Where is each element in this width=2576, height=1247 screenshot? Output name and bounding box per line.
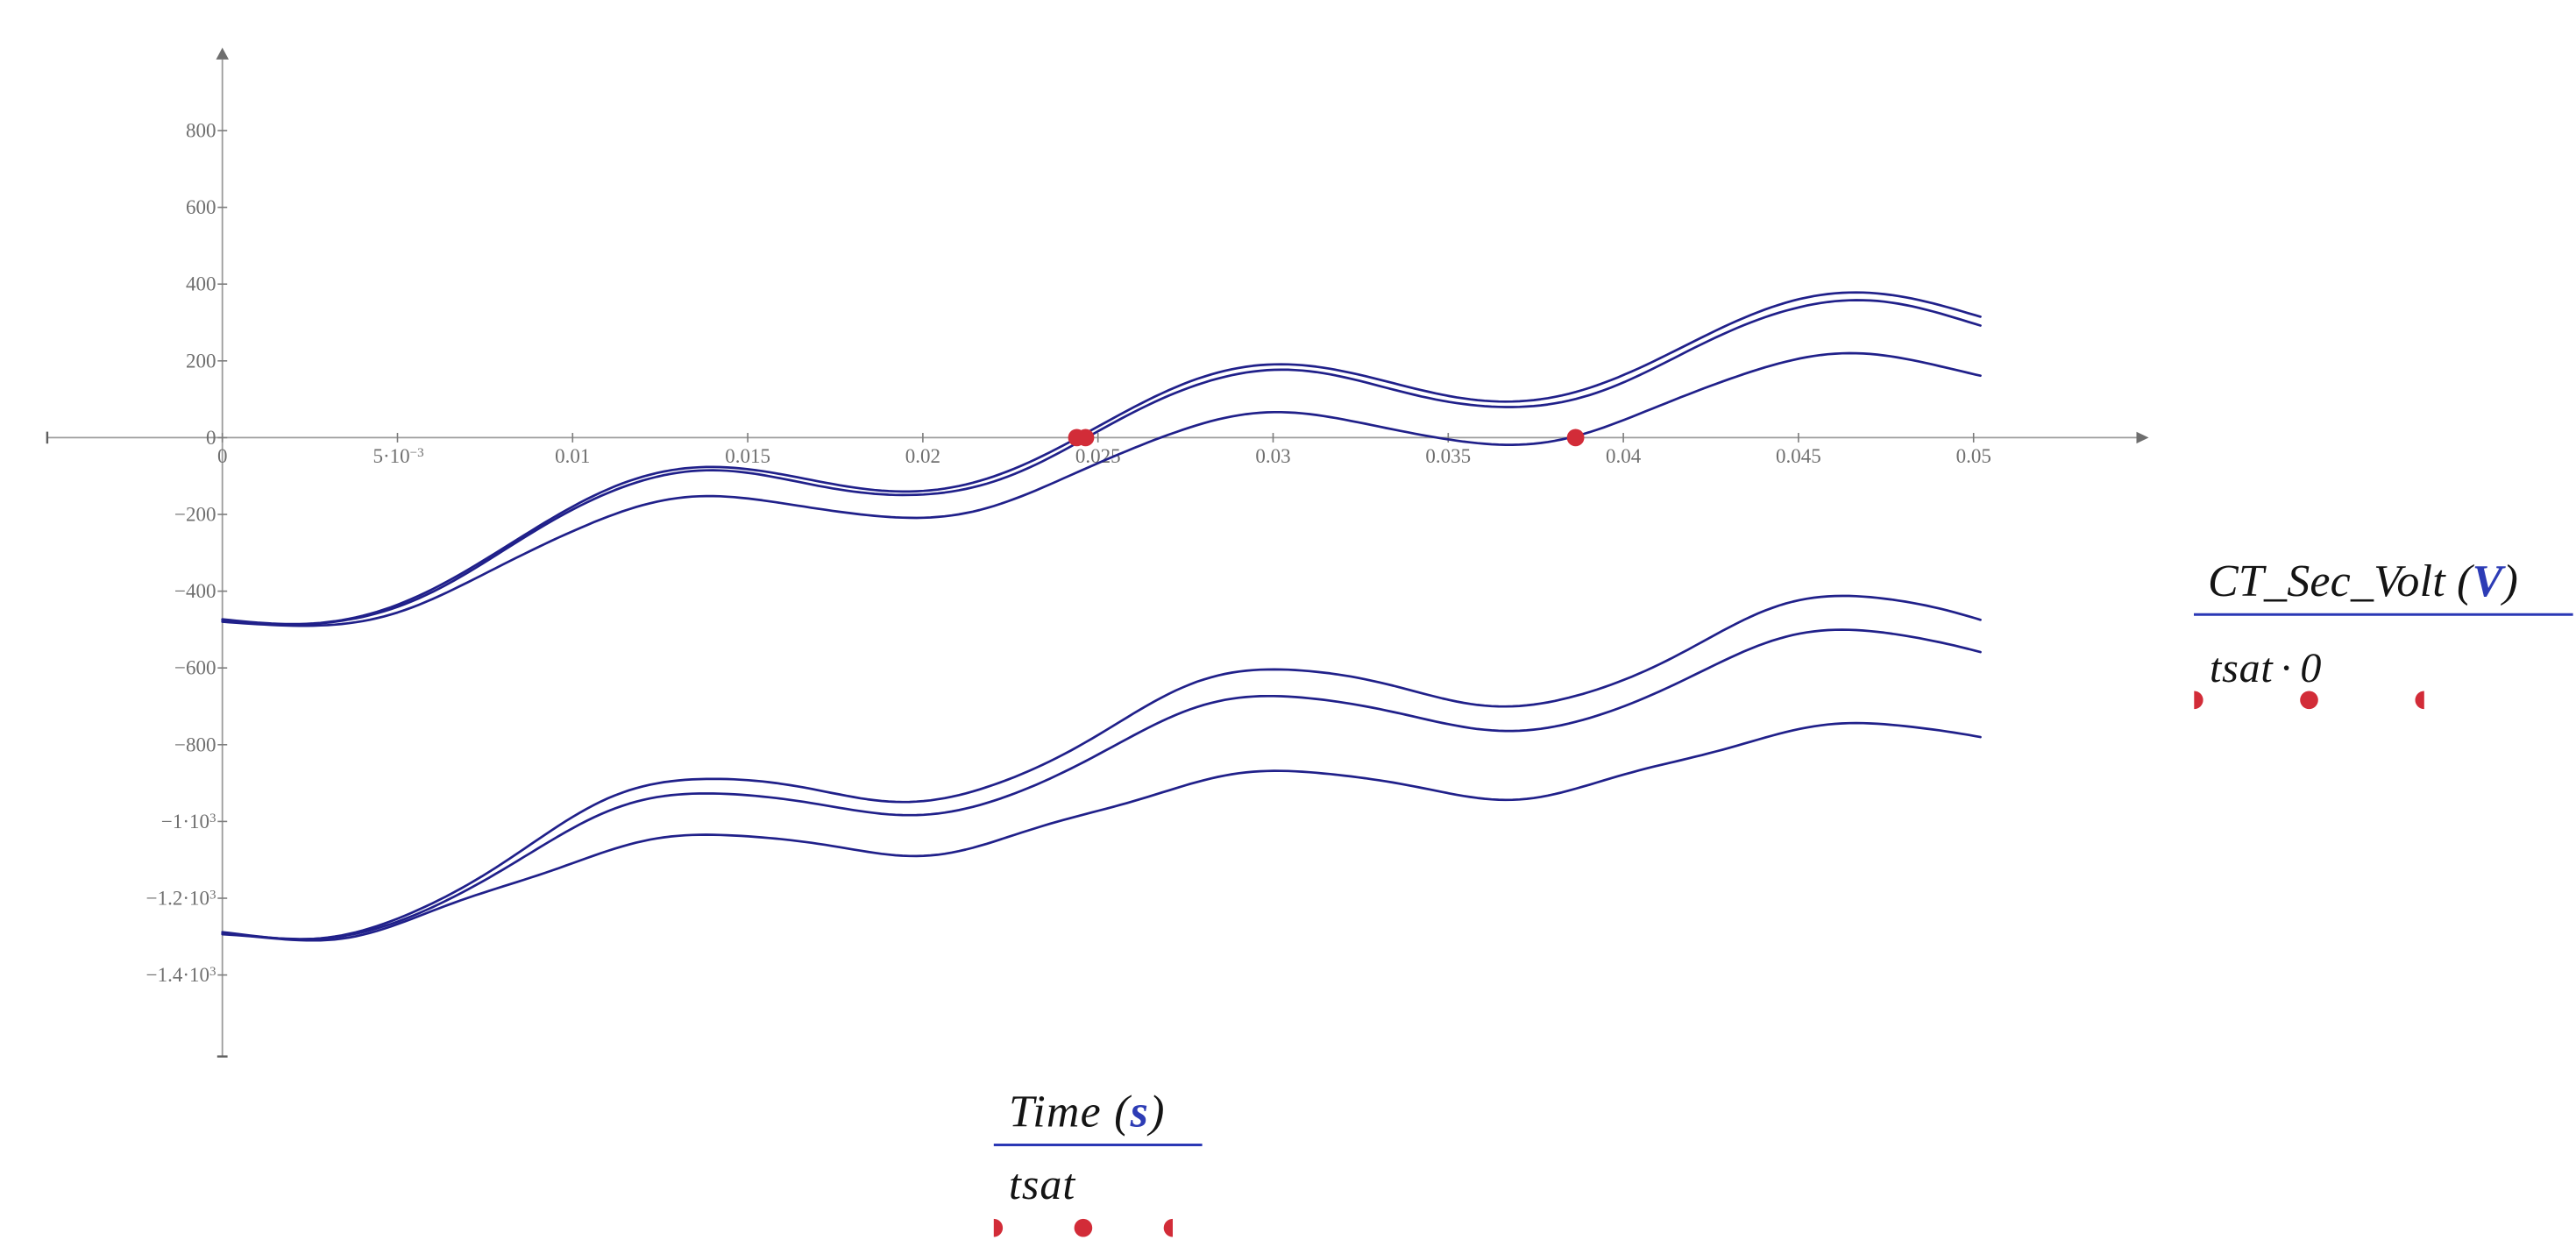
svg-text:0: 0 — [217, 445, 228, 467]
svg-text:800: 800 — [186, 120, 216, 142]
svg-text:0.05: 0.05 — [1956, 445, 1991, 467]
svg-text:0: 0 — [206, 427, 216, 449]
svg-text:0.04: 0.04 — [1606, 445, 1642, 467]
svg-text:0.03: 0.03 — [1255, 445, 1290, 467]
svg-text:tsat: tsat — [1009, 1159, 1075, 1208]
svg-text:0.02: 0.02 — [905, 445, 940, 467]
svg-text:5·10−3: 5·10−3 — [373, 445, 424, 467]
svg-text:−1·103: −1·103 — [161, 811, 216, 833]
svg-text:−1.4·103: −1.4·103 — [146, 964, 216, 986]
svg-text:600: 600 — [186, 196, 216, 218]
svg-text:400: 400 — [186, 273, 216, 295]
svg-text:−800: −800 — [174, 733, 216, 755]
svg-text:200: 200 — [186, 350, 216, 372]
svg-text:−1.2·103: −1.2·103 — [146, 888, 216, 910]
svg-text:0.015: 0.015 — [725, 445, 770, 467]
svg-text:tsat·0: tsat · 0 — [2210, 645, 2322, 691]
svg-text:−600: −600 — [174, 657, 216, 679]
svg-text:Time (s): Time (s) — [1009, 1087, 1166, 1137]
svg-text:−400: −400 — [174, 580, 216, 602]
svg-text:0.01: 0.01 — [555, 445, 590, 467]
svg-text:0.035: 0.035 — [1425, 445, 1471, 467]
svg-text:CT_Sec_Volt (V): CT_Sec_Volt (V) — [2208, 556, 2518, 606]
svg-text:0.045: 0.045 — [1776, 445, 1821, 467]
svg-text:−200: −200 — [174, 504, 216, 526]
